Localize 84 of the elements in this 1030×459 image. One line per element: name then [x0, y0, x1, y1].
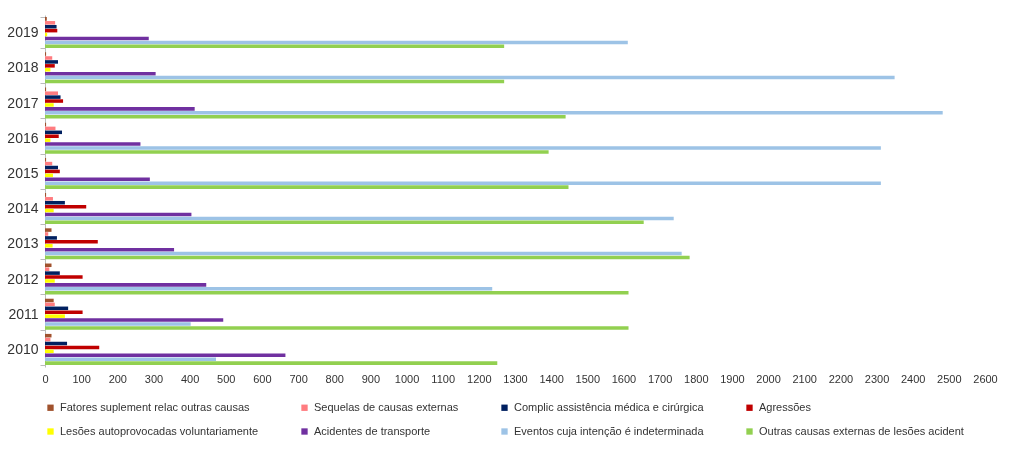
bar — [45, 310, 83, 314]
legend-label: Complic assistência médica e cirúrgica — [514, 400, 705, 413]
y-tick-label: 2012 — [7, 270, 39, 287]
x-tick-label: 1600 — [611, 372, 637, 385]
bar — [45, 271, 60, 275]
bar — [45, 56, 53, 60]
legend-label: Eventos cuja intenção é indeterminada — [514, 424, 705, 437]
bar — [45, 150, 549, 154]
x-tick-label: 2600 — [973, 372, 998, 385]
bar — [45, 68, 51, 72]
bar — [45, 64, 55, 68]
bar — [45, 232, 49, 236]
x-tick-label: 700 — [289, 372, 308, 385]
x-tick-label: 2300 — [864, 372, 890, 385]
bar — [45, 263, 52, 268]
bar — [45, 91, 59, 95]
bar — [45, 279, 55, 283]
bar — [45, 60, 59, 64]
legend-label: Outras causas externas de lesões acident — [759, 424, 964, 437]
bar — [45, 240, 98, 244]
y-tick-label: 2010 — [7, 340, 39, 357]
bar — [45, 103, 54, 107]
x-tick-label: 1800 — [684, 372, 709, 385]
x-tick-label: 1400 — [539, 372, 564, 385]
x-tick-label: 1200 — [467, 372, 492, 385]
x-tick-label: 2400 — [900, 372, 926, 385]
x-tick-label: 400 — [180, 372, 200, 385]
bar — [45, 322, 191, 326]
x-tick-label: 1100 — [431, 372, 456, 385]
y-tick-label: 2013 — [7, 235, 39, 252]
legend-label: Lesões autoprovocadas voluntariamente — [60, 424, 259, 437]
x-tick-label: 2000 — [756, 372, 781, 385]
x-tick-label: 100 — [72, 372, 91, 385]
bar — [45, 357, 217, 361]
y-tick-label: 2015 — [7, 164, 39, 181]
legend-label: Fatores suplement relac outras causas — [60, 400, 251, 413]
y-tick-label: 2014 — [7, 200, 39, 217]
x-tick-label: 900 — [361, 372, 381, 385]
x-tick-label: 1900 — [720, 372, 745, 385]
bar — [45, 95, 61, 99]
bar — [45, 134, 59, 138]
x-tick-label: 200 — [108, 372, 127, 385]
bar — [45, 185, 569, 189]
x-tick-label: 1700 — [647, 372, 673, 385]
bar — [45, 361, 498, 365]
bar — [45, 326, 629, 330]
bar — [45, 146, 881, 150]
bar — [45, 228, 52, 232]
y-tick-label: 2018 — [7, 59, 39, 76]
bar — [45, 111, 943, 115]
bar — [45, 283, 207, 287]
bar — [45, 314, 65, 318]
bar — [45, 275, 83, 279]
x-tick-label: 0 — [42, 372, 49, 385]
bar — [45, 333, 52, 338]
x-tick-label: 1000 — [394, 372, 420, 385]
x-tick-label: 1300 — [503, 372, 528, 385]
bar — [45, 287, 493, 291]
y-tick-label: 2017 — [7, 94, 39, 111]
bar — [45, 21, 56, 25]
bar — [45, 197, 53, 201]
bar — [45, 138, 51, 142]
legend-label: Agressões — [759, 400, 812, 413]
x-tick-label: 2100 — [792, 372, 817, 385]
x-tick-label: 1500 — [575, 372, 601, 385]
bar — [45, 267, 50, 271]
bar — [45, 142, 141, 146]
x-tick-label: 600 — [253, 372, 272, 385]
x-tick-label: 2500 — [937, 372, 962, 385]
y-tick-label: 2016 — [7, 129, 39, 146]
bar — [45, 107, 195, 111]
bar — [45, 244, 53, 248]
y-tick-label: 2019 — [7, 24, 39, 41]
legend-label: Sequelas de causas externas — [314, 400, 459, 413]
legend-label: Acidentes de transporte — [314, 424, 431, 437]
bar — [45, 99, 64, 103]
y-tick-label: 2011 — [8, 305, 39, 322]
bar — [45, 318, 224, 322]
bar — [45, 236, 57, 240]
x-tick-label: 2200 — [828, 372, 854, 385]
bar — [45, 181, 881, 185]
x-tick-label: 800 — [325, 372, 344, 385]
x-tick-label: 300 — [144, 372, 164, 385]
x-tick-label: 500 — [217, 372, 236, 385]
